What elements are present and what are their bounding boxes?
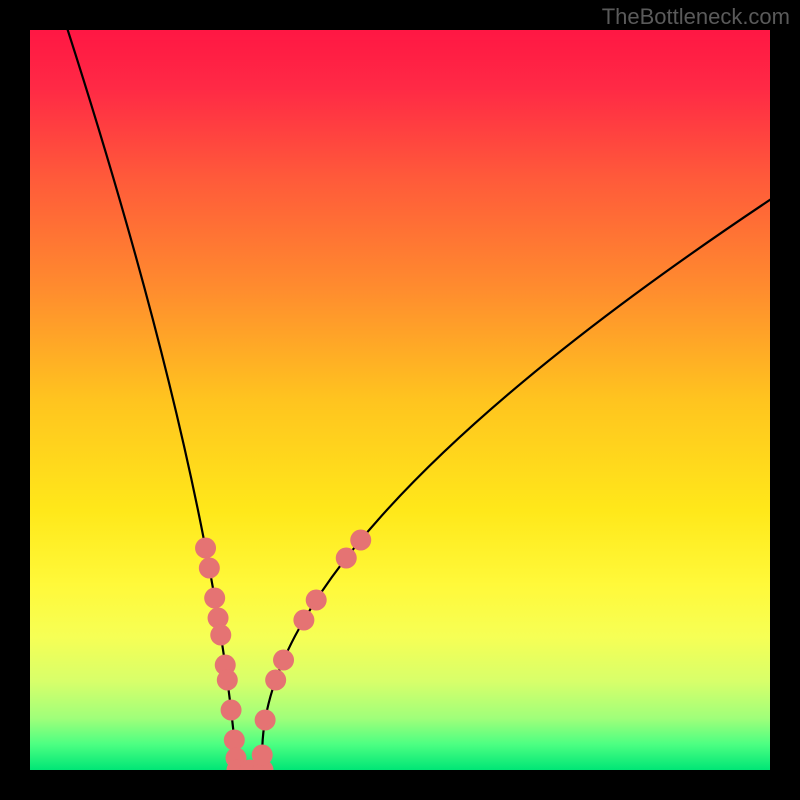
data-marker — [265, 670, 286, 691]
data-marker — [210, 625, 231, 646]
data-marker — [224, 730, 245, 751]
data-marker — [255, 710, 276, 731]
data-marker — [336, 548, 357, 569]
data-marker — [204, 588, 225, 609]
chart-svg — [0, 0, 800, 800]
data-marker — [293, 610, 314, 631]
data-marker — [252, 745, 273, 766]
data-marker — [306, 590, 327, 611]
data-marker — [350, 530, 371, 551]
gradient-background — [30, 30, 770, 770]
data-marker — [195, 538, 216, 559]
data-marker — [273, 650, 294, 671]
data-marker — [221, 700, 242, 721]
watermark-text: TheBottleneck.com — [602, 4, 790, 30]
bottleneck-chart: { "watermark": { "text": "TheBottleneck.… — [0, 0, 800, 800]
data-marker — [199, 558, 220, 579]
data-marker — [217, 670, 238, 691]
